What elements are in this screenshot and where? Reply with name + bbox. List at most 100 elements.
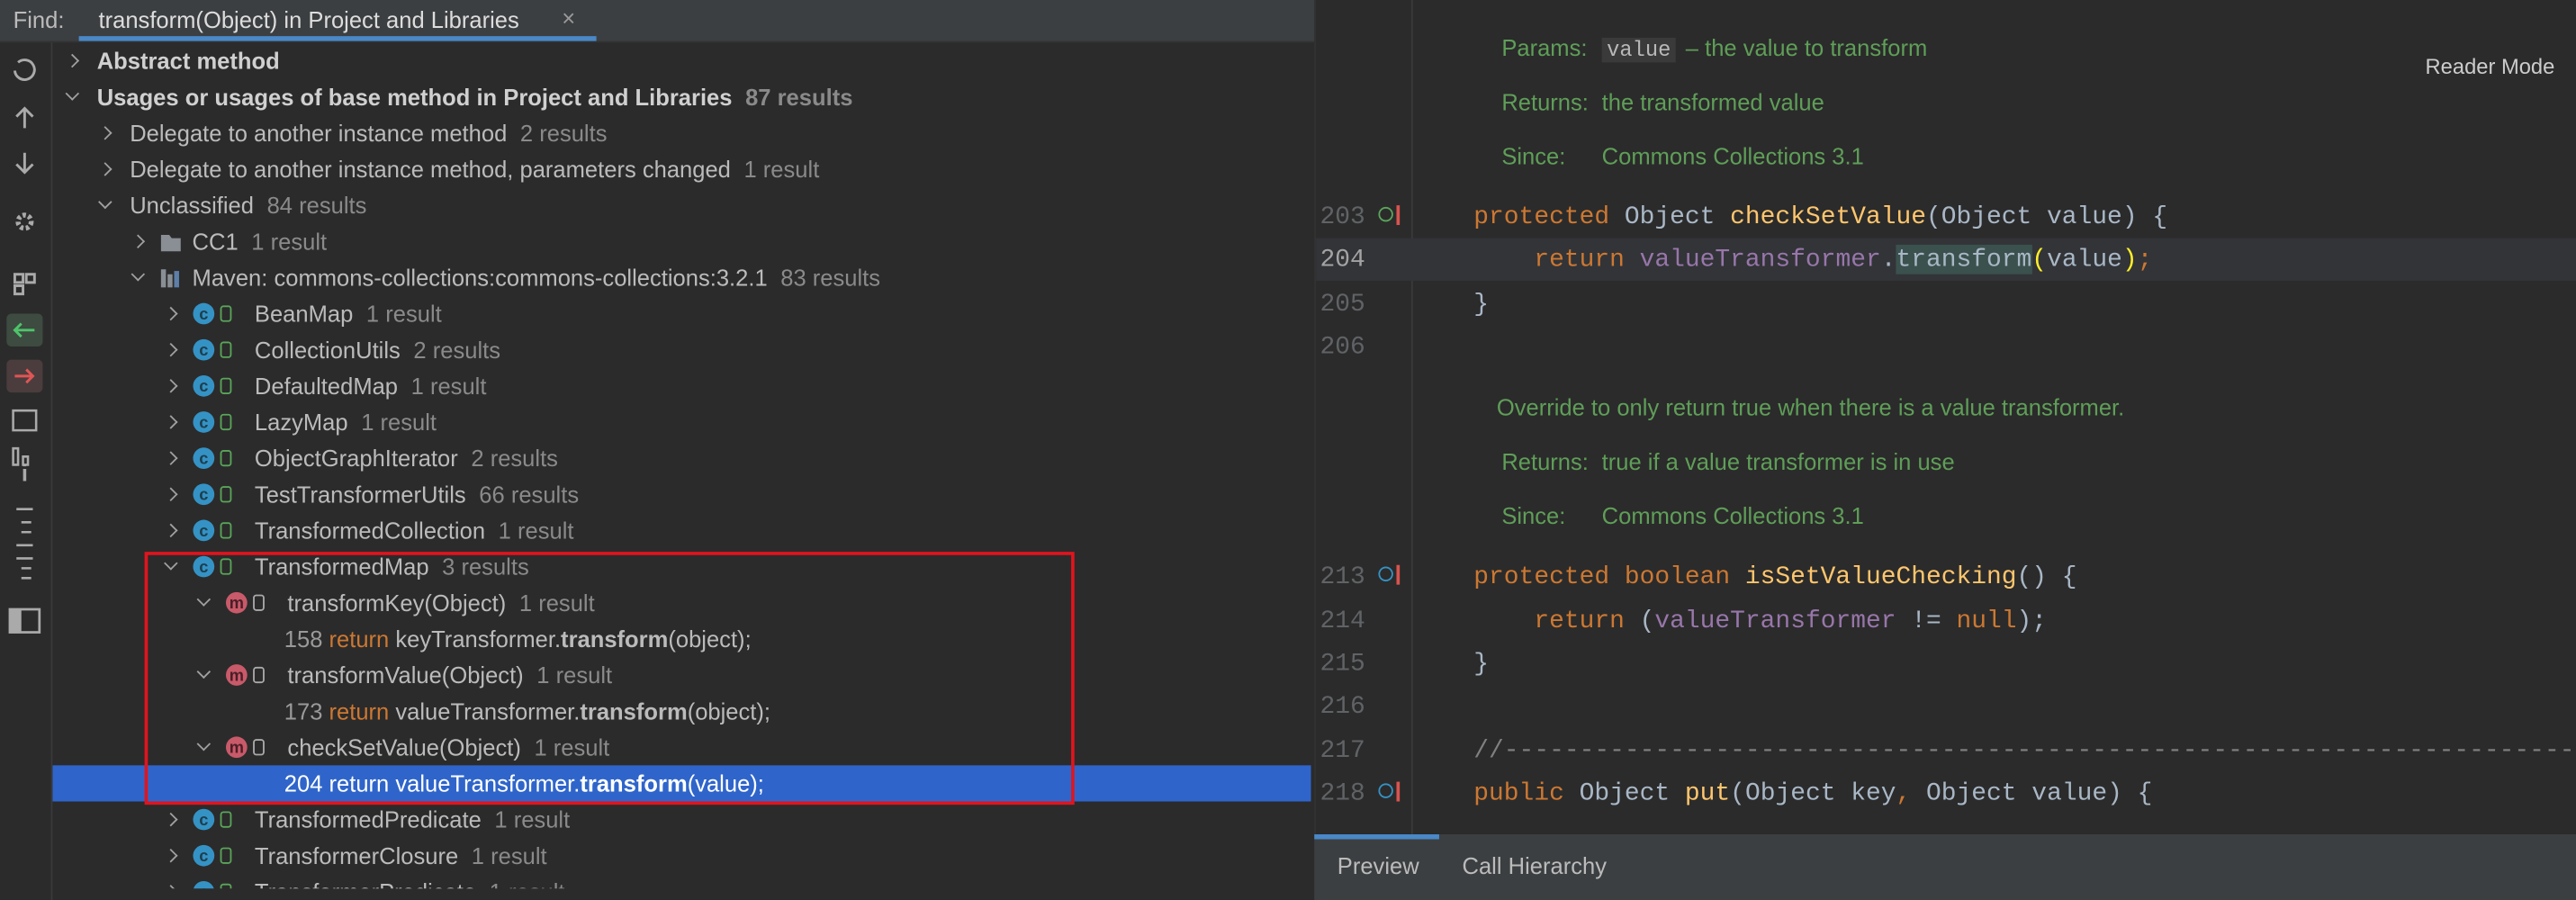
toggle[interactable] <box>164 523 178 538</box>
node-label: transformValue(Object) <box>287 662 524 688</box>
tree-row[interactable]: CC1 1 result <box>52 223 1311 259</box>
toggle[interactable] <box>98 162 113 176</box>
tree-row[interactable]: m transformKey(Object) 1 result <box>52 585 1311 621</box>
node-label: checkSetValue(Object) <box>287 734 521 760</box>
toggle[interactable] <box>196 664 212 680</box>
up-icon[interactable] <box>15 106 34 129</box>
row-text: LazyMap 1 result <box>255 404 437 440</box>
tab[interactable]: Preview <box>1337 852 1419 879</box>
toggle[interactable] <box>196 736 212 752</box>
toggle[interactable] <box>164 487 178 502</box>
group-icon[interactable] <box>13 273 36 296</box>
settings-icon[interactable] <box>15 212 34 231</box>
tab[interactable]: Call Hierarchy <box>1462 852 1608 879</box>
tree-row[interactable]: c TransformedPredicate 1 result <box>52 802 1311 838</box>
toggle[interactable] <box>65 86 80 101</box>
tool-icons[interactable] <box>12 409 38 580</box>
tree-row[interactable]: c LazyMap 1 result <box>52 404 1311 440</box>
toggle[interactable] <box>164 342 178 357</box>
left-toolbar: i <box>0 42 53 900</box>
toggle[interactable] <box>164 415 178 429</box>
tree-row[interactable]: m transformValue(Object) 1 result <box>52 657 1311 693</box>
usage-row[interactable]: 173 return valueTransformer.transform(ob… <box>52 693 1311 729</box>
tree-row[interactable]: Abstract method <box>52 42 1311 78</box>
row-text: TransformedCollection 1 result <box>255 512 574 548</box>
doc-line: Since: Commons Collections 3.1 <box>1497 138 1864 174</box>
code: //--------------------------------------… <box>1473 729 2576 771</box>
toggle[interactable] <box>196 592 212 607</box>
tree-row[interactable]: Unclassified 84 results <box>52 187 1311 223</box>
toggle[interactable] <box>164 556 178 571</box>
node-label: Usages or usages of base method in Proje… <box>96 84 733 111</box>
toggle[interactable] <box>131 234 146 248</box>
reader-mode[interactable]: Reader Mode <box>2425 54 2555 79</box>
doc-line: Params: value – the value to transform <box>1497 30 1927 66</box>
tree-row[interactable]: Delegate to another instance method 2 res… <box>52 115 1311 151</box>
toggle[interactable] <box>164 451 178 465</box>
tree-row[interactable]: c CollectionUtils 2 results <box>52 332 1311 368</box>
tree-row[interactable]: Maven: commons-collections:commons-colle… <box>52 259 1311 295</box>
toggle[interactable] <box>164 306 178 321</box>
toggle[interactable] <box>164 379 178 393</box>
svg-text:c: c <box>199 882 208 888</box>
tree-row[interactable]: c ObjectGraphIterator 2 results <box>52 440 1311 476</box>
close-tab[interactable]: × <box>562 4 576 32</box>
doc-text: true if a value transformer is in use <box>1601 448 1955 475</box>
toggle[interactable] <box>98 126 113 140</box>
line-number: 204 <box>1320 245 1365 275</box>
code: } <box>1473 642 1489 684</box>
result-count: 3 results <box>442 553 529 580</box>
code-token: return <box>322 698 390 724</box>
tree-row[interactable]: Delegate to another instance method, par… <box>52 151 1311 187</box>
tree-row[interactable]: c TransformerPredicate 1 result <box>52 874 1311 889</box>
toggle[interactable] <box>164 812 178 827</box>
result-count: 84 results <box>266 192 367 219</box>
rerun-icon[interactable] <box>13 58 36 81</box>
tree-row[interactable]: Usages or usages of base method in Proje… <box>52 79 1311 115</box>
doc-text: – the value to transform <box>1685 34 1928 61</box>
toggle[interactable] <box>65 53 80 68</box>
line-number: 214 <box>1320 605 1365 635</box>
tree-row[interactable]: m checkSetValue(Object) 1 result <box>52 729 1311 765</box>
node-label: TransformerClosure <box>254 842 459 869</box>
code-token: put <box>1684 778 1731 809</box>
tree-row[interactable]: c BeanMap 1 result <box>52 295 1311 331</box>
tree-row[interactable]: c DefaultedMap 1 result <box>52 368 1311 404</box>
code-token: (Object value) { <box>1925 202 2168 232</box>
code-token: return <box>322 626 390 652</box>
code-token: Object value) { <box>1926 778 2153 809</box>
up-arrow <box>1396 781 1401 802</box>
class-icon: c <box>193 338 215 361</box>
code: protected Object checkSetValue(Object va… <box>1473 195 2167 238</box>
toggle[interactable] <box>98 194 113 210</box>
tree-row[interactable]: c TransformerClosure 1 result <box>52 838 1311 874</box>
code-token: return <box>1473 605 1640 635</box>
row-text: TransformerClosure 1 result <box>255 838 547 874</box>
row-text: Usages or usages of base method in Proje… <box>97 79 853 115</box>
down-icon[interactable] <box>15 152 34 175</box>
doc-text: Commons Collections 3.1 <box>1601 142 1864 169</box>
code-token: ; <box>2137 245 2153 275</box>
usage-row[interactable]: 158 return keyTransformer.transform(obje… <box>52 621 1311 657</box>
toggle[interactable] <box>164 848 178 863</box>
line-number: 215 <box>1320 648 1365 679</box>
overrides-marker[interactable] <box>1378 566 1393 582</box>
tree-row[interactable]: c TransformedMap 3 results <box>52 548 1311 584</box>
tree-row[interactable]: c TestTransformerUtils 66 results <box>52 476 1311 512</box>
access-icon <box>253 666 265 684</box>
usage-row[interactable]: 204 return valueTransformer.transform(va… <box>52 765 1311 802</box>
row-text: TestTransformerUtils 66 results <box>255 476 579 512</box>
tab-underline <box>78 36 597 41</box>
toggle[interactable] <box>131 266 146 282</box>
svg-text:c: c <box>199 449 208 468</box>
preview-icon[interactable] <box>8 608 41 634</box>
row-text: Delegate to another instance method, par… <box>130 151 819 187</box>
line-number: 205 <box>1320 288 1365 319</box>
code-line: 218 public Object put(Object key, Object … <box>1316 772 2576 814</box>
overrides-marker[interactable] <box>1378 783 1393 799</box>
implements-marker[interactable] <box>1378 206 1393 222</box>
result-count: 66 results <box>479 481 580 508</box>
tree-row[interactable]: c TransformedCollection 1 result <box>52 512 1311 548</box>
toggle[interactable] <box>164 885 178 889</box>
find-tab[interactable]: transform(Object) in Project and Librari… <box>98 6 519 33</box>
